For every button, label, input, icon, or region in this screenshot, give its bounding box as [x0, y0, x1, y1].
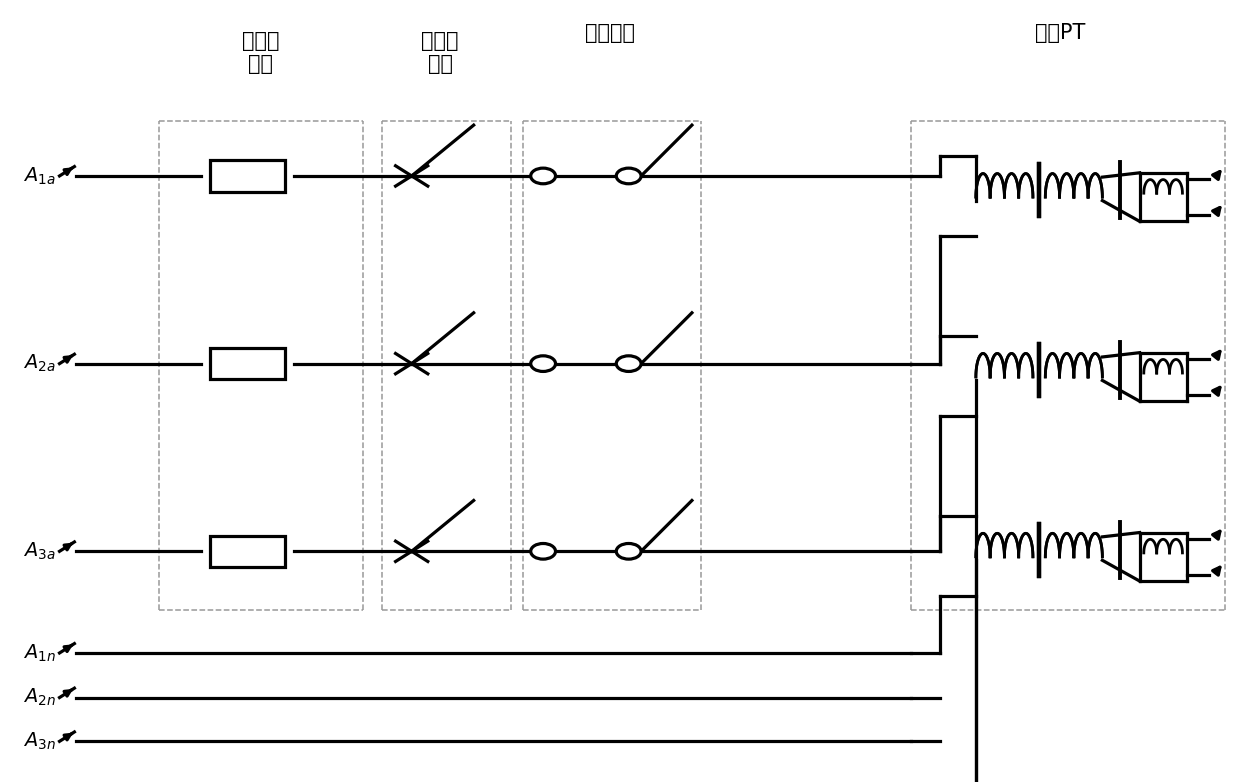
Text: 转换开关: 转换开关	[585, 23, 635, 44]
Text: 快速熴
断器: 快速熴 断器	[242, 31, 279, 74]
Circle shape	[616, 543, 641, 559]
Text: $A_{2a}$: $A_{2a}$	[24, 353, 56, 375]
Bar	[211, 160, 284, 192]
Text: $A_{3a}$: $A_{3a}$	[24, 540, 56, 562]
Circle shape	[531, 356, 556, 371]
Text: 隔离PT: 隔离PT	[1035, 23, 1085, 44]
Circle shape	[616, 356, 641, 371]
Bar	[211, 536, 284, 567]
Text: $A_{1n}$: $A_{1n}$	[24, 642, 56, 664]
Circle shape	[531, 543, 556, 559]
Text: 保护断
路器: 保护断 路器	[422, 31, 459, 74]
Text: $A_{2n}$: $A_{2n}$	[24, 687, 56, 708]
Bar	[211, 348, 284, 379]
Circle shape	[531, 168, 556, 184]
Circle shape	[616, 168, 641, 184]
Text: $A_{1a}$: $A_{1a}$	[24, 165, 56, 187]
Text: $A_{3n}$: $A_{3n}$	[24, 730, 56, 752]
